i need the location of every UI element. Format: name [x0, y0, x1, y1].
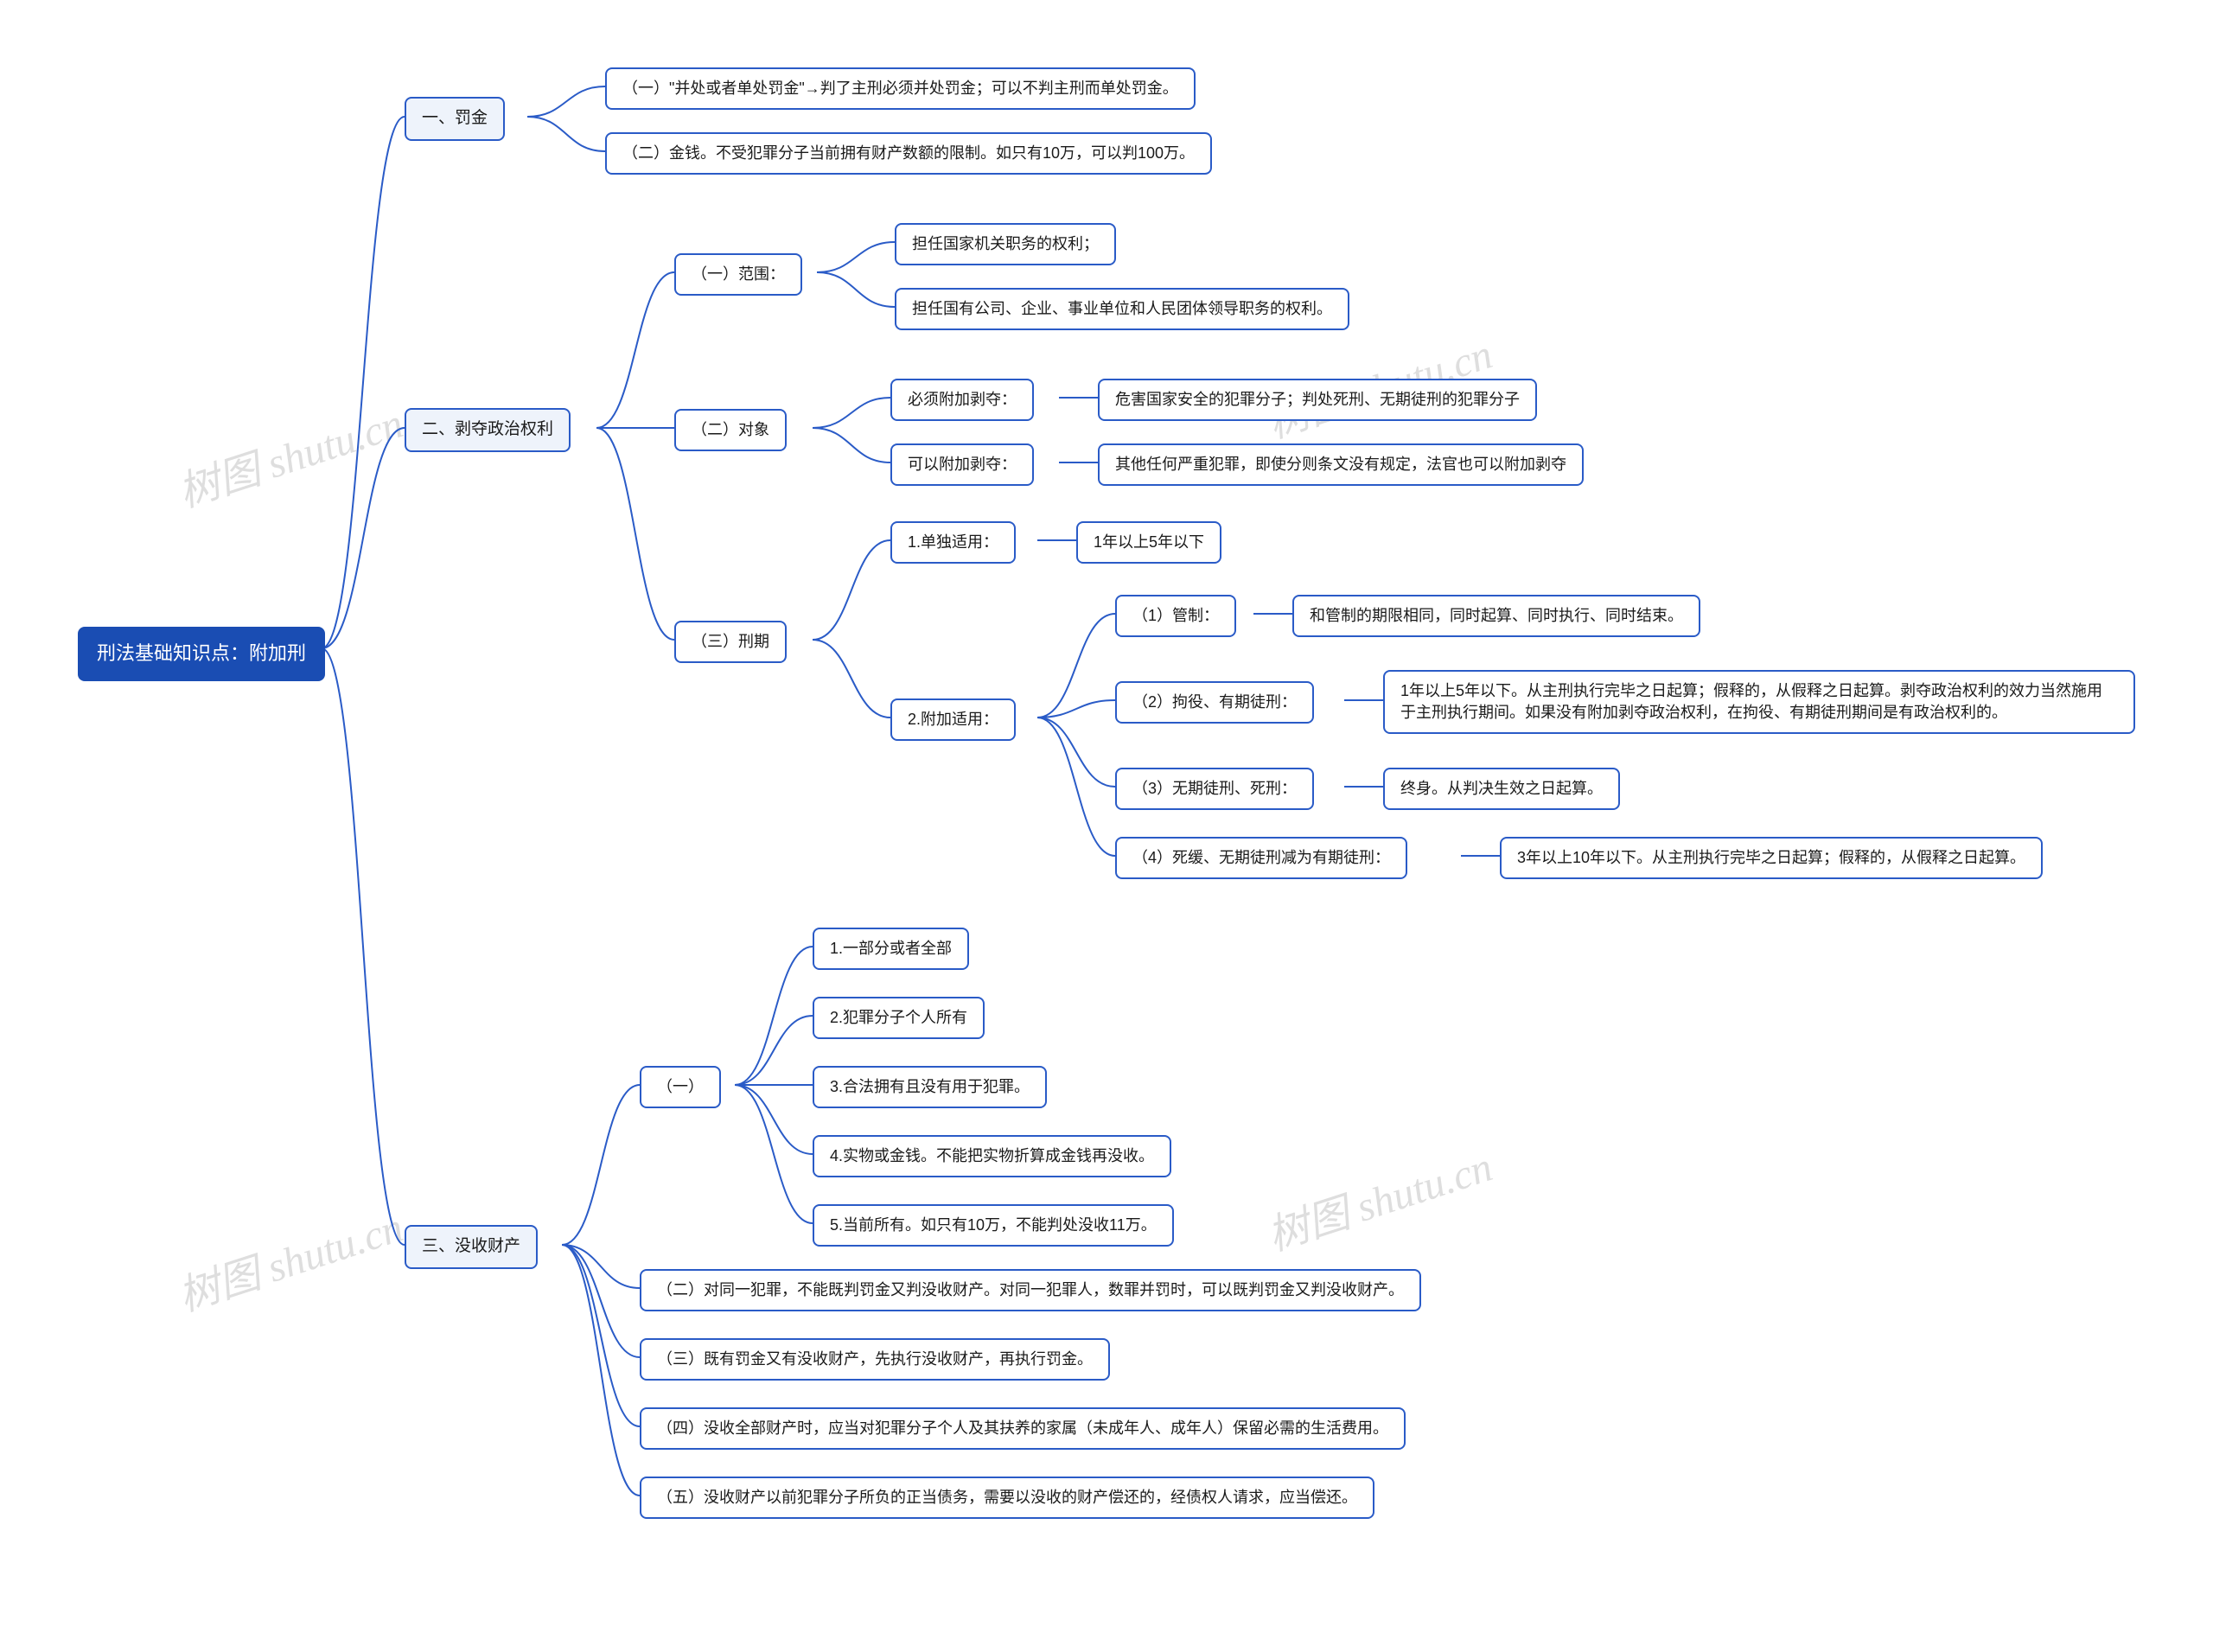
attach-reduced-text: 3年以上10年以下。从主刑执行完毕之日起算；假释的，从假释之日起算。 [1500, 837, 2043, 879]
sec3-item-2: （二）对同一犯罪，不能既判罚金又判没收财产。对同一犯罪人，数罪并罚时，可以既判罚… [640, 1269, 1421, 1311]
sec3-item-5: （五）没收财产以前犯罪分子所负的正当债务，需要以没收的财产偿还的，经债权人请求，… [640, 1477, 1374, 1519]
sec2-scope-1: 担任国家机关职务的权利； [895, 223, 1116, 265]
sec3-sub1-3: 3.合法拥有且没有用于犯罪。 [813, 1066, 1047, 1108]
sec2-term-single-text: 1年以上5年以下 [1076, 521, 1221, 564]
sec2-target-must-label: 必须附加剥夺： [890, 379, 1034, 421]
sec3-sub1-1: 1.一部分或者全部 [813, 928, 969, 970]
sec2-target-title: （二）对象 [674, 409, 787, 451]
sec3-sub1-5: 5.当前所有。如只有10万，不能判处没收11万。 [813, 1204, 1174, 1247]
attach-detention-label: （2）拘役、有期徒刑： [1115, 681, 1314, 724]
sec3-item-4: （四）没收全部财产时，应当对犯罪分子个人及其扶养的家属（未成年人、成年人）保留必… [640, 1407, 1406, 1450]
sec2-term-single-label: 1.单独适用： [890, 521, 1016, 564]
sec3-sub1-2: 2.犯罪分子个人所有 [813, 997, 985, 1039]
attach-ctrl-text: 和管制的期限相同，同时起算、同时执行、同时结束。 [1292, 595, 1700, 637]
watermark: 树图 shutu.cn [169, 1193, 410, 1323]
sec3-sub1-title: （一） [640, 1066, 721, 1108]
sec2-target-must-text: 危害国家安全的犯罪分子；判处死刑、无期徒刑的犯罪分子 [1098, 379, 1537, 421]
root-node: 刑法基础知识点：附加刑 [78, 627, 325, 681]
attach-detention-text: 1年以上5年以下。从主刑执行完毕之日起算；假释的，从假释之日起算。剥夺政治权利的… [1383, 670, 2135, 734]
attach-ctrl-label: （1）管制： [1115, 595, 1236, 637]
attach-life-text: 终身。从判决生效之日起算。 [1383, 768, 1620, 810]
sec2-scope-title: （一）范围： [674, 253, 802, 296]
sec1-item-1: （一）"并处或者单处罚金"→判了主刑必须并处罚金；可以不判主刑而单处罚金。 [605, 67, 1196, 110]
sec1-item-2: （二）金钱。不受犯罪分子当前拥有财产数额的限制。如只有10万，可以判100万。 [605, 132, 1212, 175]
sec3-item-3: （三）既有罚金又有没收财产，先执行没收财产，再执行罚金。 [640, 1338, 1110, 1381]
sec2-scope-2: 担任国有公司、企业、事业单位和人民团体领导职务的权利。 [895, 288, 1349, 330]
sec2-title: 二、剥夺政治权利 [405, 408, 571, 452]
sec3-title: 三、没收财产 [405, 1225, 538, 1269]
sec1-title: 一、罚金 [405, 97, 505, 141]
sec2-term-title: （三）刑期 [674, 621, 787, 663]
watermark: 树图 shutu.cn [169, 389, 410, 519]
attach-life-label: （3）无期徒刑、死刑： [1115, 768, 1314, 810]
attach-reduced-label: （4）死缓、无期徒刑减为有期徒刑： [1115, 837, 1407, 879]
sec3-sub1-4: 4.实物或金钱。不能把实物折算成金钱再没收。 [813, 1135, 1171, 1177]
sec2-target-may-text: 其他任何严重犯罪，即使分则条文没有规定，法官也可以附加剥夺 [1098, 443, 1584, 486]
watermark: 树图 shutu.cn [1259, 1132, 1499, 1262]
sec2-target-may-label: 可以附加剥夺： [890, 443, 1034, 486]
sec2-term-attach-label: 2.附加适用： [890, 698, 1016, 741]
